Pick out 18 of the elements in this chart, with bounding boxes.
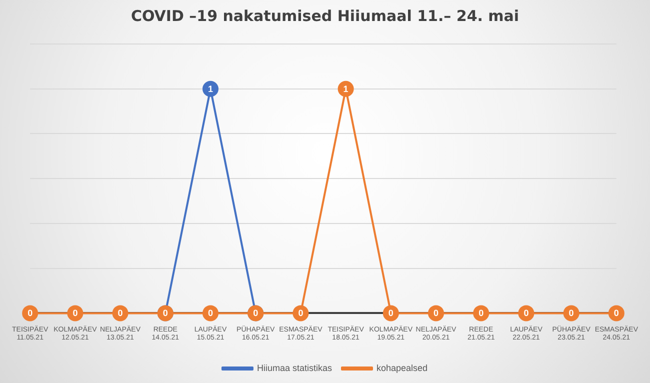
data-label: 0 — [28, 308, 33, 318]
data-label: 0 — [253, 308, 258, 318]
data-label: 0 — [72, 308, 78, 318]
data-label: 0 — [388, 308, 394, 318]
data-label: 0 — [118, 308, 123, 318]
data-label: 0 — [433, 308, 439, 318]
data-label: 0 — [298, 308, 304, 318]
data-label: 0 — [162, 308, 168, 318]
data-label: 0 — [614, 308, 619, 318]
data-label: 0 — [208, 308, 214, 318]
data-label: 1 — [208, 84, 214, 94]
data-label: 1 — [343, 84, 348, 94]
legend-label: kohapealsed — [376, 362, 428, 373]
data-label: 0 — [568, 308, 574, 318]
data-label: 0 — [524, 308, 529, 318]
legend-label: Hiiumaa statistikas — [256, 362, 332, 373]
data-label: 0 — [478, 308, 484, 318]
chart-title: COVID –19 nakatumised Hiiumaal 11.– 24. mai — [130, 6, 520, 25]
